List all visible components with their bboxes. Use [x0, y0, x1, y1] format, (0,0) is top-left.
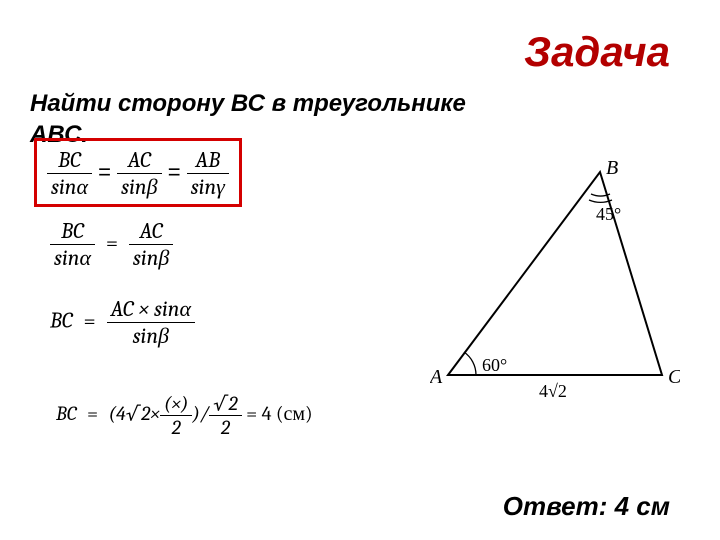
frac1: (×) 2 [160, 392, 193, 439]
fraction-ab-sing: AB sinγ [187, 147, 229, 200]
den: sinβ [117, 173, 161, 200]
num: (×) [160, 392, 193, 415]
triangle-diagram: A B C 60° 45° 4√2 [430, 160, 680, 415]
num: AC [117, 147, 161, 173]
num: √2 [209, 392, 242, 415]
triangle-svg: A B C 60° 45° 4√2 [430, 160, 680, 410]
law-of-sines-box: BC sinα = AC sinβ = AB sinγ [34, 138, 242, 207]
expr-c: = 4 (см) [242, 402, 313, 425]
lhs: BC [50, 308, 73, 334]
fraction-ac-sinb: AC sinβ [129, 218, 173, 271]
lhs: BC [56, 402, 77, 425]
den: sinβ [129, 244, 173, 271]
equals: = [168, 159, 181, 184]
fraction-bc-sina: BC sinα [47, 147, 92, 200]
equals: = [106, 230, 118, 256]
den: sinα [50, 244, 95, 271]
svg-text:4√2: 4√2 [539, 381, 567, 401]
den: 2 [160, 415, 193, 439]
fraction-bc-sina: BC sinα [50, 218, 95, 271]
expr-a: (4√2× [109, 402, 160, 425]
den: sinβ [107, 322, 195, 349]
num: AC × sinα [107, 296, 195, 322]
equation-step2: BC sinα = AC sinβ [50, 218, 173, 271]
num: AC [129, 218, 173, 244]
num: BC [47, 147, 92, 173]
fraction-ac-sinb: AC sinβ [117, 147, 161, 200]
expr-b: )/ [192, 402, 209, 425]
answer-text: Ответ: 4 см [503, 491, 670, 522]
page-title: Задача [524, 28, 670, 76]
num: BC [50, 218, 95, 244]
den: sinγ [187, 173, 229, 200]
equals: = [84, 308, 96, 334]
equals: = [98, 159, 111, 184]
equation-step4: BC = (4√2× (×) 2 )/ √2 2 = 4 (см) [56, 392, 313, 439]
equals: = [87, 402, 98, 425]
den: 2 [209, 415, 242, 439]
svg-text:60°: 60° [482, 355, 507, 375]
svg-text:C: C [668, 366, 680, 388]
frac2: √2 2 [209, 392, 242, 439]
fraction-rhs: AC × sinα sinβ [107, 296, 195, 349]
problem-line1: Найти сторону ВС в треугольнике [30, 88, 466, 119]
svg-text:B: B [606, 160, 618, 179]
den: sinα [47, 173, 92, 200]
equation-step3: BC = AC × sinα sinβ [50, 296, 195, 349]
svg-text:A: A [430, 366, 443, 388]
svg-text:45°: 45° [596, 204, 621, 224]
num: AB [187, 147, 229, 173]
